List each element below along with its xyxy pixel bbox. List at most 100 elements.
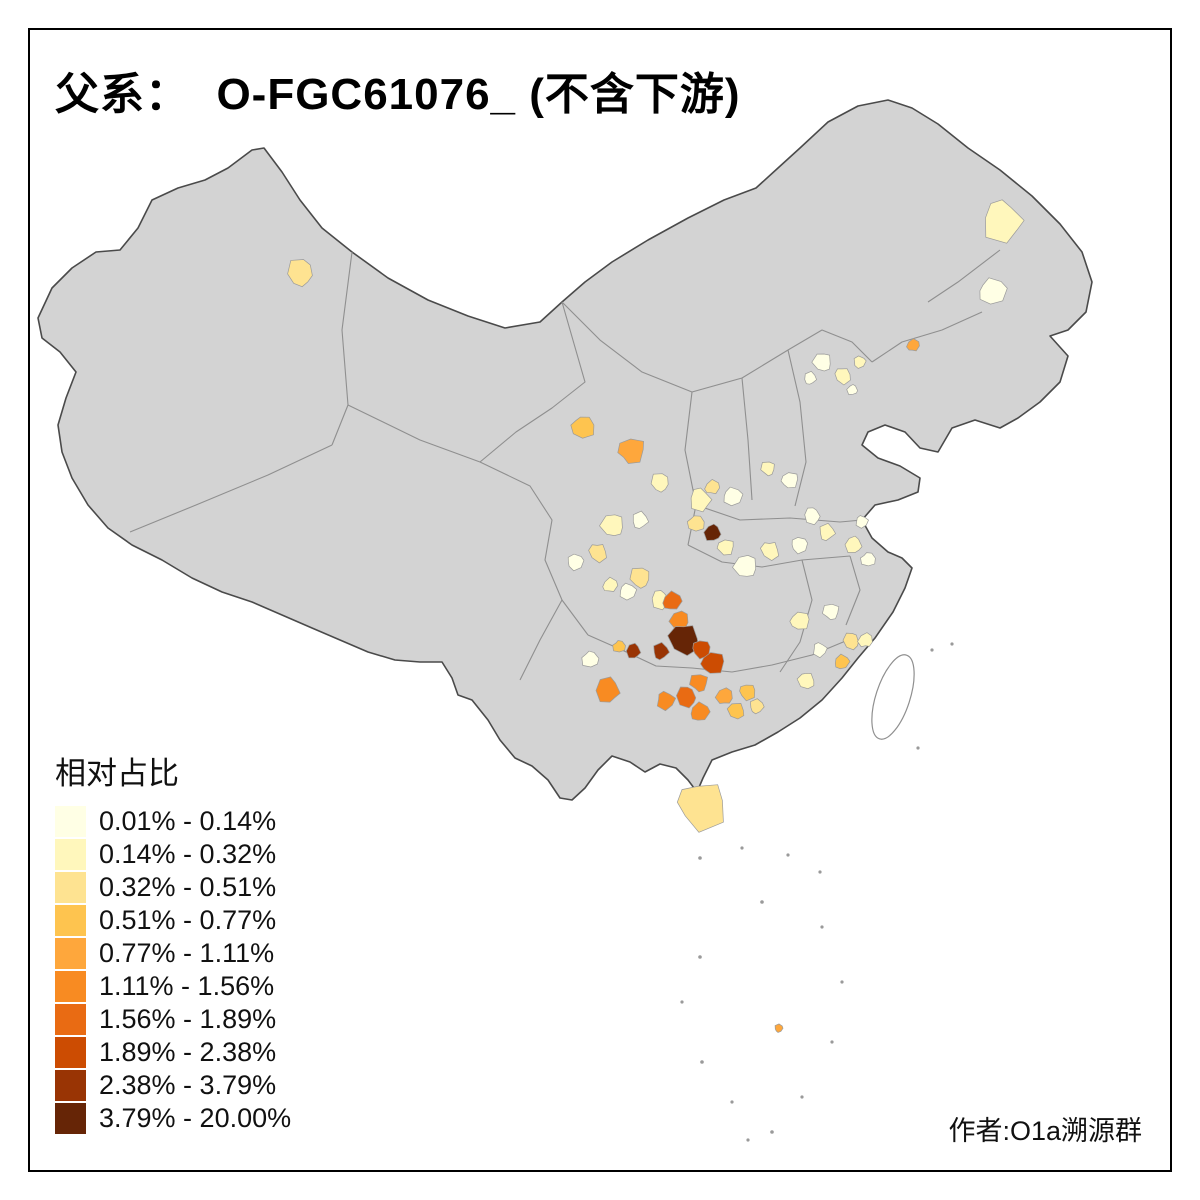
legend-color-swatch	[55, 1004, 86, 1035]
legend-color-swatch	[55, 1103, 86, 1134]
map-region	[726, 703, 745, 720]
map-region	[811, 353, 831, 372]
map-region	[716, 539, 734, 556]
sea-islands	[680, 642, 954, 1142]
taiwan-island	[871, 654, 915, 740]
map-region	[629, 567, 650, 589]
map-region	[732, 555, 757, 577]
map-region	[690, 701, 711, 721]
map-region	[656, 690, 677, 712]
map-region	[842, 632, 859, 651]
legend-range-label: 1.56% - 1.89%	[99, 1004, 277, 1034]
map-region	[846, 384, 858, 395]
legend-range-label: 0.14% - 0.32%	[99, 839, 277, 869]
map-region	[760, 461, 775, 477]
map-region	[822, 603, 840, 620]
map-region	[759, 541, 780, 562]
map-region	[625, 642, 642, 659]
map-region	[750, 698, 765, 715]
map-region	[723, 486, 744, 507]
map-region	[653, 641, 670, 661]
map-region	[789, 611, 810, 630]
map-region	[567, 553, 585, 572]
legend-row: 0.32% - 0.51%	[55, 871, 291, 904]
map-region	[844, 535, 863, 553]
legend-color-swatch	[55, 872, 86, 903]
map-region	[979, 277, 1008, 305]
map-region	[617, 438, 644, 464]
legend-color-swatch	[55, 806, 86, 837]
legend-row: 2.38% - 3.79%	[55, 1069, 291, 1102]
legend-row: 1.56% - 1.89%	[55, 1003, 291, 1036]
map-region	[853, 355, 867, 369]
legend-row: 0.51% - 0.77%	[55, 904, 291, 937]
legend: 相对占比 0.01% - 0.14% 0.14% - 0.32% 0.32% - 0…	[55, 748, 291, 1135]
author-credit: 作者:O1a溯源群	[948, 1116, 1142, 1146]
map-region	[689, 674, 709, 693]
legend-range-label: 1.89% - 2.38%	[99, 1037, 277, 1067]
map-region	[619, 582, 638, 601]
legend-title: 相对占比	[55, 756, 179, 791]
map-region	[588, 544, 607, 564]
map-region	[714, 687, 733, 704]
map-region	[834, 368, 851, 386]
map-region	[690, 487, 713, 513]
map-region	[704, 478, 720, 495]
map-region	[602, 576, 619, 592]
map-regions-group	[287, 199, 1025, 1033]
legend-row: 1.89% - 2.38%	[55, 1036, 291, 1069]
map-region	[700, 652, 725, 674]
map-region	[686, 515, 705, 532]
map-region	[287, 259, 313, 288]
legend-range-label: 2.38% - 3.79%	[99, 1070, 277, 1100]
map-region	[985, 199, 1025, 244]
map-region	[650, 473, 669, 493]
mainland-shape	[37, 99, 1093, 801]
map-region	[581, 650, 600, 668]
map-region	[804, 370, 818, 385]
map-region	[676, 784, 724, 833]
page-title: 父系： O-FGC61076_ (不含下游)	[55, 70, 741, 119]
legend-range-label: 3.79% - 20.00%	[99, 1103, 292, 1133]
legend-color-swatch	[55, 839, 86, 870]
legend-rows: 0.01% - 0.14% 0.14% - 0.32% 0.32% - 0.51% 0…	[55, 805, 291, 1135]
legend-color-swatch	[55, 971, 86, 1002]
map-region	[676, 686, 697, 709]
legend-range-label: 0.77% - 1.11%	[99, 938, 275, 968]
legend-color-swatch	[55, 1070, 86, 1101]
map-region	[632, 510, 650, 529]
map-region	[791, 537, 808, 555]
legend-row: 0.14% - 0.32%	[55, 838, 291, 871]
map-region	[860, 552, 876, 567]
map-region	[599, 514, 623, 536]
legend-range-label: 0.51% - 0.77%	[99, 905, 277, 935]
map-region	[796, 672, 815, 690]
map-region	[780, 472, 798, 489]
legend-color-swatch	[55, 1037, 86, 1068]
map-region	[857, 632, 873, 648]
map-region	[855, 515, 869, 529]
map-region	[595, 676, 621, 703]
map-region	[662, 590, 683, 610]
map-region	[804, 507, 821, 526]
legend-range-label: 0.01% - 0.14%	[99, 806, 277, 836]
legend-range-label: 0.32% - 0.51%	[99, 872, 277, 902]
map-region	[612, 640, 626, 653]
map-region	[834, 653, 851, 670]
map-region	[739, 684, 756, 702]
legend-color-swatch	[55, 905, 86, 936]
map-region	[819, 522, 837, 542]
map-region	[703, 523, 722, 541]
legend-row: 3.79% - 20.00%	[55, 1102, 291, 1135]
legend-color-swatch	[55, 938, 86, 969]
legend-row: 0.77% - 1.11%	[55, 937, 291, 970]
legend-range-label: 1.11% - 1.56%	[99, 971, 275, 1001]
legend-row: 1.11% - 1.56%	[55, 970, 291, 1003]
legend-row: 0.01% - 0.14%	[55, 805, 291, 838]
map-region	[813, 642, 828, 659]
map-region	[906, 338, 920, 352]
map-region	[570, 416, 595, 439]
map-region	[774, 1023, 784, 1033]
